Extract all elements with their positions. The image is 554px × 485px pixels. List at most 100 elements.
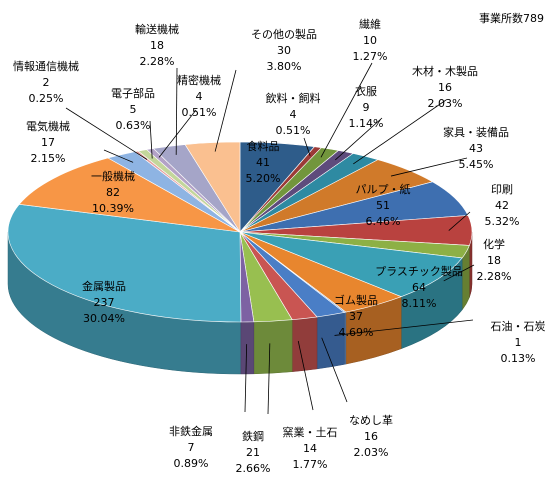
slice-11-label: 石油・石炭 1 0.13% (491, 319, 546, 365)
slice-1-value: 4 (290, 108, 297, 121)
slice-21-label: 精密機械 4 0.51% (177, 73, 221, 119)
slice-4-label: 木材・木製品 16 2.03% (412, 64, 478, 110)
slice-16-value: 237 (94, 296, 115, 309)
slice-21-category-name: 精密機械 (177, 73, 221, 87)
slice-19-value: 2 (43, 76, 50, 89)
slice-6-label: パルプ・紙 51 6.46% (356, 182, 411, 228)
slice-18-leader-line (103, 149, 134, 163)
slice-22-percent: 2.28% (140, 55, 175, 68)
slice-10-percent: 4.69% (339, 326, 374, 339)
slice-2-label: 繊維 10 1.27% (353, 18, 388, 63)
slice-0-category-name: 食料品 (247, 139, 280, 153)
slice-19-percent: 0.25% (29, 92, 64, 105)
slice-5-percent: 5.45% (459, 158, 494, 171)
slice-23 (184, 141, 241, 234)
slice-6-percent: 6.46% (366, 215, 401, 228)
slice-16 (7, 204, 242, 323)
slice-19-category-name: 情報通信機械 (13, 59, 79, 73)
slice-7-leader-line (448, 211, 471, 231)
slice-23-percent: 3.80% (267, 60, 302, 73)
slice-15-label: 非鉄金属 7 0.89% (169, 424, 213, 470)
slice-17-percent: 10.39% (92, 202, 134, 215)
slice-3-value: 9 (363, 101, 370, 114)
slice-0-percent: 5.20% (246, 172, 281, 185)
slice-4-value: 16 (438, 81, 452, 94)
slice-15-percent: 0.89% (174, 457, 209, 470)
slice-7-percent: 5.32% (485, 215, 520, 228)
slice-9-category-name: プラスチック製品 (375, 264, 463, 278)
slice-labels: 食料品 41 5.20%飲料・飼料 4 0.51%繊維 10 1.27%衣服 9 1.14%木材… (13, 18, 546, 475)
slice-12-value: 16 (364, 430, 378, 443)
slice-14-percent: 2.66% (236, 462, 271, 475)
slice-8-label: 化学 18 2.28% (477, 237, 512, 283)
slice-12-leader-line (321, 337, 348, 403)
slice-22-leader-line (175, 67, 178, 155)
slice-1-percent: 0.51% (276, 124, 311, 137)
slice-10-category-name: ゴム製品 (334, 293, 378, 307)
slice-2-category-name: 繊維 (359, 18, 381, 31)
slice-14-category-name: 鉄鋼 (242, 429, 264, 443)
slice-12-percent: 2.03% (354, 446, 389, 459)
slice-21-leader-line (158, 109, 197, 158)
slice-9-value: 64 (412, 281, 426, 294)
slice-1-label: 飲料・飼料 4 0.51% (266, 91, 321, 137)
slice-8-percent: 2.28% (477, 270, 512, 283)
slice-8-value: 18 (487, 254, 501, 267)
slice-18-value: 17 (41, 136, 55, 149)
slice-2-percent: 1.27% (353, 50, 388, 63)
slice-0-value: 41 (256, 156, 270, 169)
slice-7-label: 印刷 42 5.32% (485, 183, 520, 228)
slice-0-label: 食料品 41 5.20% (246, 139, 281, 185)
slice-11-percent: 0.13% (501, 352, 536, 365)
slice-20-value: 5 (130, 103, 137, 116)
slice-2-value: 10 (363, 34, 377, 47)
slice-11-value: 1 (515, 336, 522, 349)
slice-13-category-name: 窯業・土石 (283, 425, 338, 439)
slice-1-leader-line (303, 137, 311, 156)
leader-lines (65, 62, 475, 415)
slice-4-leader-line (353, 99, 447, 165)
slice-21-percent: 0.51% (182, 106, 217, 119)
slice-7-category-name: 印刷 (491, 183, 513, 196)
slice-14-value: 21 (246, 446, 260, 459)
slice-10-value: 37 (349, 310, 363, 323)
slice-11-category-name: 石油・石炭 (491, 319, 546, 333)
slice-17-category-name: 一般機械 (91, 169, 135, 183)
slice-3-leader-line (335, 117, 383, 161)
slice-20-category-name: 電子部品 (111, 86, 155, 100)
slice-16-category-name: 金属製品 (82, 279, 126, 293)
slice-3-label: 衣服 9 1.14% (349, 84, 384, 130)
slice-16-percent: 30.04% (83, 312, 125, 325)
slice-17-label: 一般機械 82 10.39% (91, 169, 135, 215)
slice-23-leader-line (214, 69, 237, 152)
slice-13-percent: 1.77% (293, 458, 328, 471)
slice-13-value: 14 (303, 442, 317, 455)
slice-23-category-name: その他の製品 (251, 27, 317, 41)
slice-14-side (253, 319, 293, 375)
slice-2-leader-line (320, 62, 373, 158)
slice-22-value: 18 (150, 39, 164, 52)
slice-23-value: 30 (277, 44, 291, 57)
slice-13-side (291, 316, 318, 372)
slice-19-label: 情報通信機械 2 0.25% (13, 59, 79, 105)
slice-15-leader-line (244, 344, 248, 413)
slice-14-leader-line (267, 343, 271, 415)
slice-15-value: 7 (188, 441, 195, 454)
slice-3-category-name: 衣服 (355, 84, 377, 98)
slice-11-leader-line (334, 319, 474, 336)
slice-6-value: 51 (376, 199, 390, 212)
slice-20-percent: 0.63% (116, 119, 151, 132)
slice-15-category-name: 非鉄金属 (169, 424, 213, 438)
slice-23-label: その他の製品 30 3.80% (251, 27, 317, 73)
slice-12-label: なめし革 16 2.03% (349, 413, 393, 459)
slice-13-label: 窯業・土石 14 1.77% (283, 425, 338, 471)
slice-8-category-name: 化学 (483, 237, 505, 251)
slice-13-leader-line (297, 340, 314, 411)
slice-22-label: 輸送機械 18 2.28% (135, 22, 179, 68)
chart-subtitle: 事業所数789 (479, 12, 544, 25)
slice-5-value: 43 (469, 142, 483, 155)
slice-16-label: 金属製品 237 30.04% (82, 279, 126, 325)
slice-18-percent: 2.15% (31, 152, 66, 165)
pie-slices (7, 141, 473, 323)
slice-20-leader-line (149, 120, 153, 159)
